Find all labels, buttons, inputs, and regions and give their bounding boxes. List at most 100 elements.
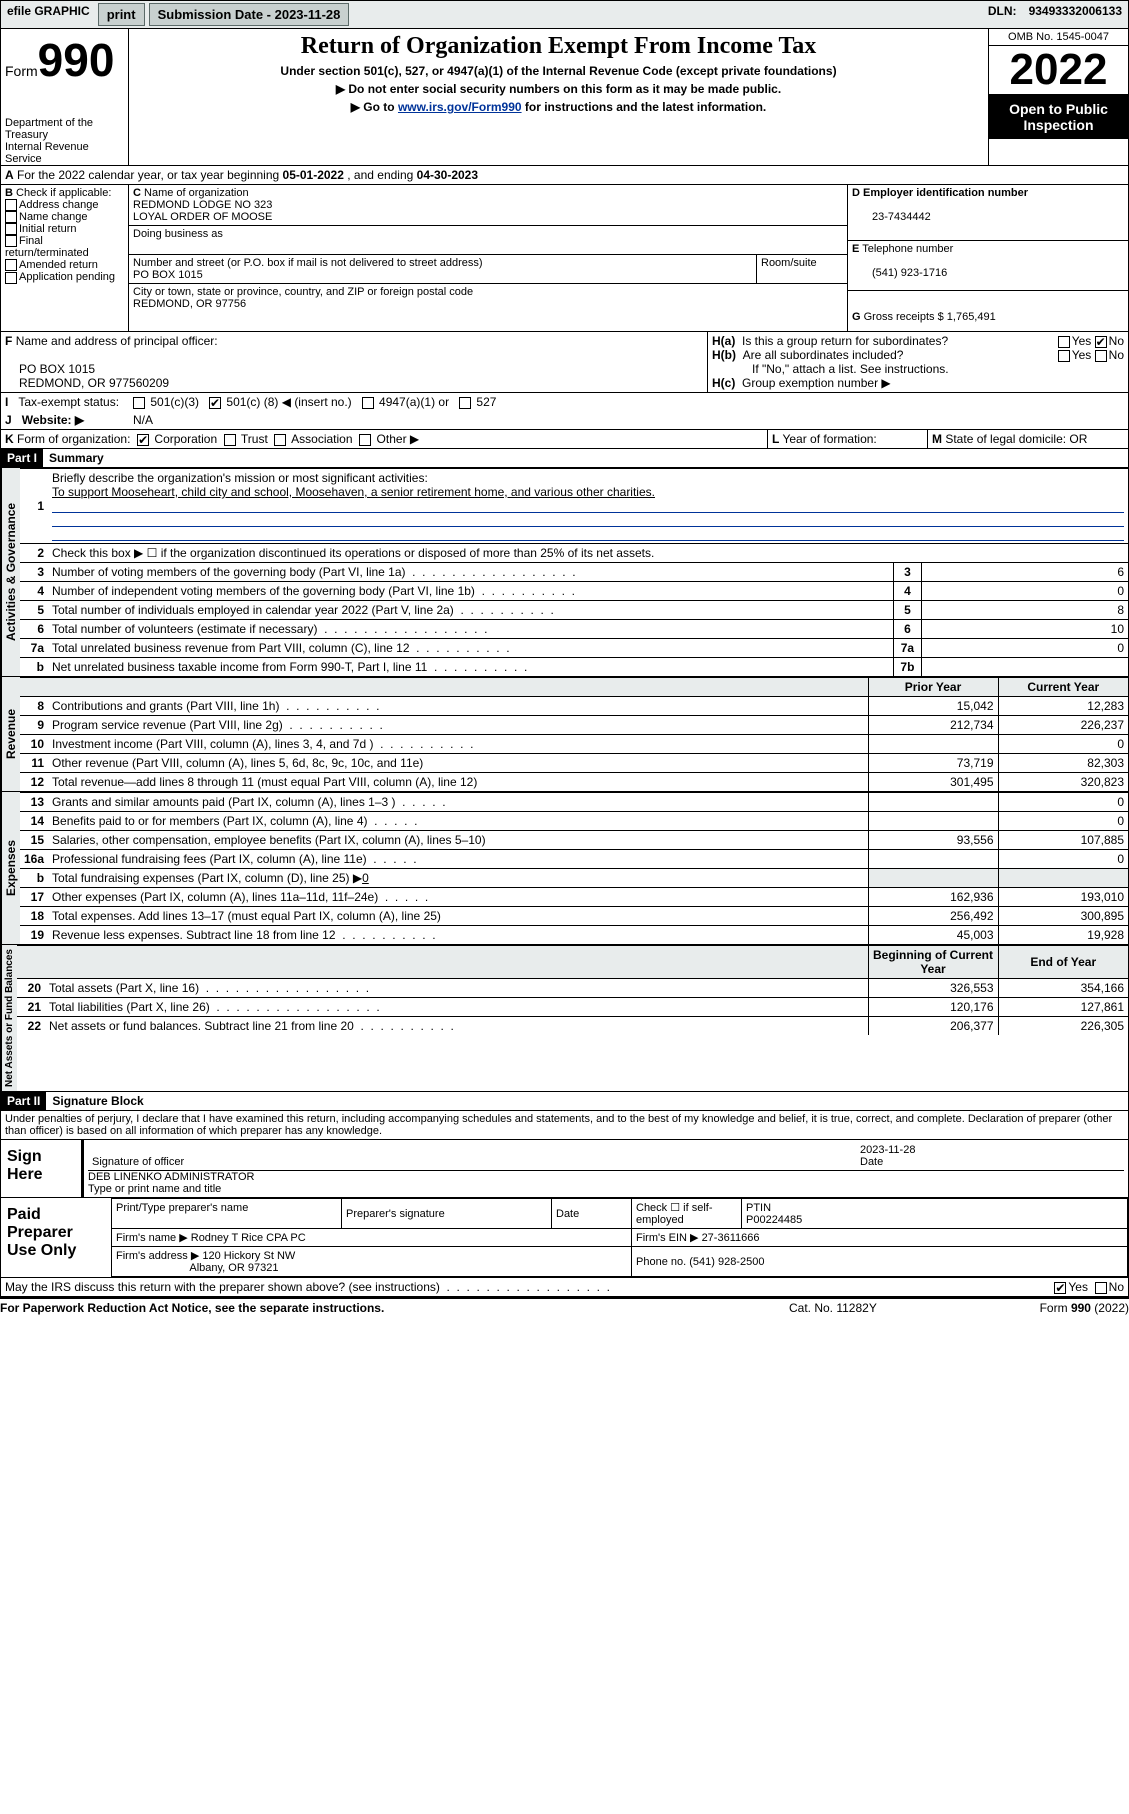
block-activities: Activities & Governance 1 Briefly descri… [0, 468, 1129, 677]
col-b: B Check if applicable: Address change Na… [1, 185, 129, 331]
firm-addr2: Albany, OR 97321 [189, 1262, 278, 1274]
cb-name-change[interactable]: Name change [5, 211, 124, 223]
block-netassets: Net Assets or Fund Balances Beginning of… [0, 945, 1129, 1092]
phone-label: Telephone number [862, 243, 953, 255]
c14: 0 [998, 812, 1128, 831]
cb-address-change[interactable]: Address change [5, 199, 124, 211]
cb-final-return[interactable]: Final return/terminated [5, 235, 124, 259]
form-number: 990 [38, 34, 115, 86]
boxb-title: Check if applicable: [16, 187, 111, 199]
cb-app-pending[interactable]: Application pending [5, 271, 124, 283]
may-irs-row: May the IRS discuss this return with the… [0, 1278, 1129, 1297]
may-irs-text: May the IRS discuss this return with the… [5, 1280, 610, 1294]
cb-other[interactable] [359, 434, 371, 446]
cb-trust[interactable] [224, 434, 236, 446]
cb-501c3[interactable] [133, 397, 145, 409]
q21: Total liabilities (Part X, line 26) [49, 1000, 380, 1014]
cb-initial-return[interactable]: Initial return [5, 223, 124, 235]
cb-527[interactable] [459, 397, 471, 409]
form-990-label: Form990 [5, 33, 124, 87]
q5: Total number of individuals employed in … [52, 603, 554, 617]
may-irs-no[interactable] [1095, 1282, 1107, 1294]
cb-amended[interactable]: Amended return [5, 259, 124, 271]
p16a [868, 850, 998, 869]
hb-no[interactable] [1095, 350, 1107, 362]
form-word: Form [5, 63, 38, 79]
ha-yes[interactable] [1058, 336, 1070, 348]
sig-officer-label: Signature of officer [92, 1156, 184, 1168]
officer-addr1: PO BOX 1015 [19, 362, 95, 376]
part2-header: Part II Signature Block [0, 1092, 1129, 1111]
q8: Contributions and grants (Part VIII, lin… [52, 699, 379, 713]
p21: 120,176 [868, 998, 998, 1017]
c11: 82,303 [998, 754, 1128, 773]
ha-no[interactable] [1095, 336, 1107, 348]
goto-pre: Go to [363, 100, 398, 114]
sig-date-val: 2023-11-28 [860, 1144, 915, 1156]
sign-here-block: Sign Here Signature of officer 2023-11-2… [0, 1140, 1129, 1198]
v7a: 0 [921, 639, 1128, 658]
website-value: N/A [129, 411, 157, 429]
hc-label: Group exemption number ▶ [742, 376, 891, 390]
q9: Program service revenue (Part VIII, line… [52, 718, 383, 732]
q10: Investment income (Part VIII, column (A)… [52, 737, 474, 751]
q1: Briefly describe the organization's miss… [52, 471, 428, 485]
ha-label: Is this a group return for subordinates? [742, 334, 948, 348]
c21: 127,861 [998, 998, 1128, 1017]
footer-mid: Cat. No. 11282Y [789, 1301, 989, 1315]
gross-value: 1,765,491 [947, 311, 996, 323]
tab-expenses: Expenses [1, 792, 20, 944]
irs-link[interactable]: www.irs.gov/Form990 [398, 100, 522, 114]
q19: Revenue less expenses. Subtract line 18 … [52, 928, 436, 942]
tab-revenue: Revenue [1, 677, 20, 791]
tab-activities: Activities & Governance [1, 468, 20, 676]
prep-h2: Preparer's signature [346, 1208, 445, 1220]
p20: 326,553 [868, 979, 998, 998]
ein-label: Employer identification number [863, 187, 1028, 199]
addr-label: Number and street (or P.O. box if mail i… [133, 257, 483, 269]
cb-501c[interactable] [209, 397, 221, 409]
q2: Check this box ▶ ☐ if the organization d… [48, 544, 1128, 563]
public-inspection: Open to Public Inspection [989, 95, 1128, 139]
may-irs-yes[interactable] [1054, 1282, 1066, 1294]
identity-block: B Check if applicable: Address change Na… [0, 185, 1129, 332]
footer-left: For Paperwork Reduction Act Notice, see … [0, 1301, 789, 1315]
q7a: Total unrelated business revenue from Pa… [52, 641, 510, 655]
preparer-table: Print/Type preparer's name Preparer's si… [111, 1198, 1128, 1277]
v3: 6 [921, 563, 1128, 582]
c8: 12,283 [998, 697, 1128, 716]
officer-addr2: REDMOND, OR 977560209 [19, 376, 169, 390]
cb-assoc[interactable] [274, 434, 286, 446]
footer-right: Form Form 990 (2022)990 (2022) [989, 1301, 1129, 1315]
part1-title: Summary [43, 449, 110, 467]
dba-label: Doing business as [133, 228, 223, 240]
hb-label: Are all subordinates included? [743, 348, 904, 362]
firm-phone-l: Phone no. [636, 1256, 686, 1268]
firm-name: Rodney T Rice CPA PC [191, 1232, 306, 1244]
officer-label: Name and address of principal officer: [16, 334, 218, 348]
cb-corp[interactable] [137, 434, 149, 446]
note-goto: ▶ Go to www.irs.gov/Form990 for instruct… [137, 100, 980, 114]
q6: Total number of volunteers (estimate if … [52, 622, 488, 636]
sig-name: DEB LINENKO ADMINISTRATOR [88, 1171, 254, 1183]
q22: Net assets or fund balances. Subtract li… [49, 1019, 454, 1033]
page-footer: For Paperwork Reduction Act Notice, see … [0, 1297, 1129, 1315]
cb-4947[interactable] [362, 397, 374, 409]
submission-date-button[interactable]: Submission Date - 2023-11-28 [149, 3, 350, 26]
part2-bar: Part II [1, 1092, 46, 1110]
hb-yes[interactable] [1058, 350, 1070, 362]
sig-date-label: Date [860, 1156, 883, 1168]
q1-ans: To support Mooseheart, child city and sc… [52, 485, 655, 499]
q3: Number of voting members of the governin… [52, 565, 576, 579]
row-i: I Tax-exempt status: 501(c)(3) 501(c) (8… [0, 393, 1129, 411]
org-city: REDMOND, OR 97756 [133, 298, 246, 310]
q20: Total assets (Part X, line 16) [49, 981, 369, 995]
print-button[interactable]: print [98, 3, 145, 26]
p17: 162,936 [868, 888, 998, 907]
name-label: Name of organization [144, 187, 249, 199]
penalties-text: Under penalties of perjury, I declare th… [0, 1111, 1129, 1140]
p15: 93,556 [868, 831, 998, 850]
part1-header: Part I Summary [0, 449, 1129, 468]
firm-phone: (541) 928-2500 [689, 1256, 764, 1268]
c12: 320,823 [998, 773, 1128, 792]
